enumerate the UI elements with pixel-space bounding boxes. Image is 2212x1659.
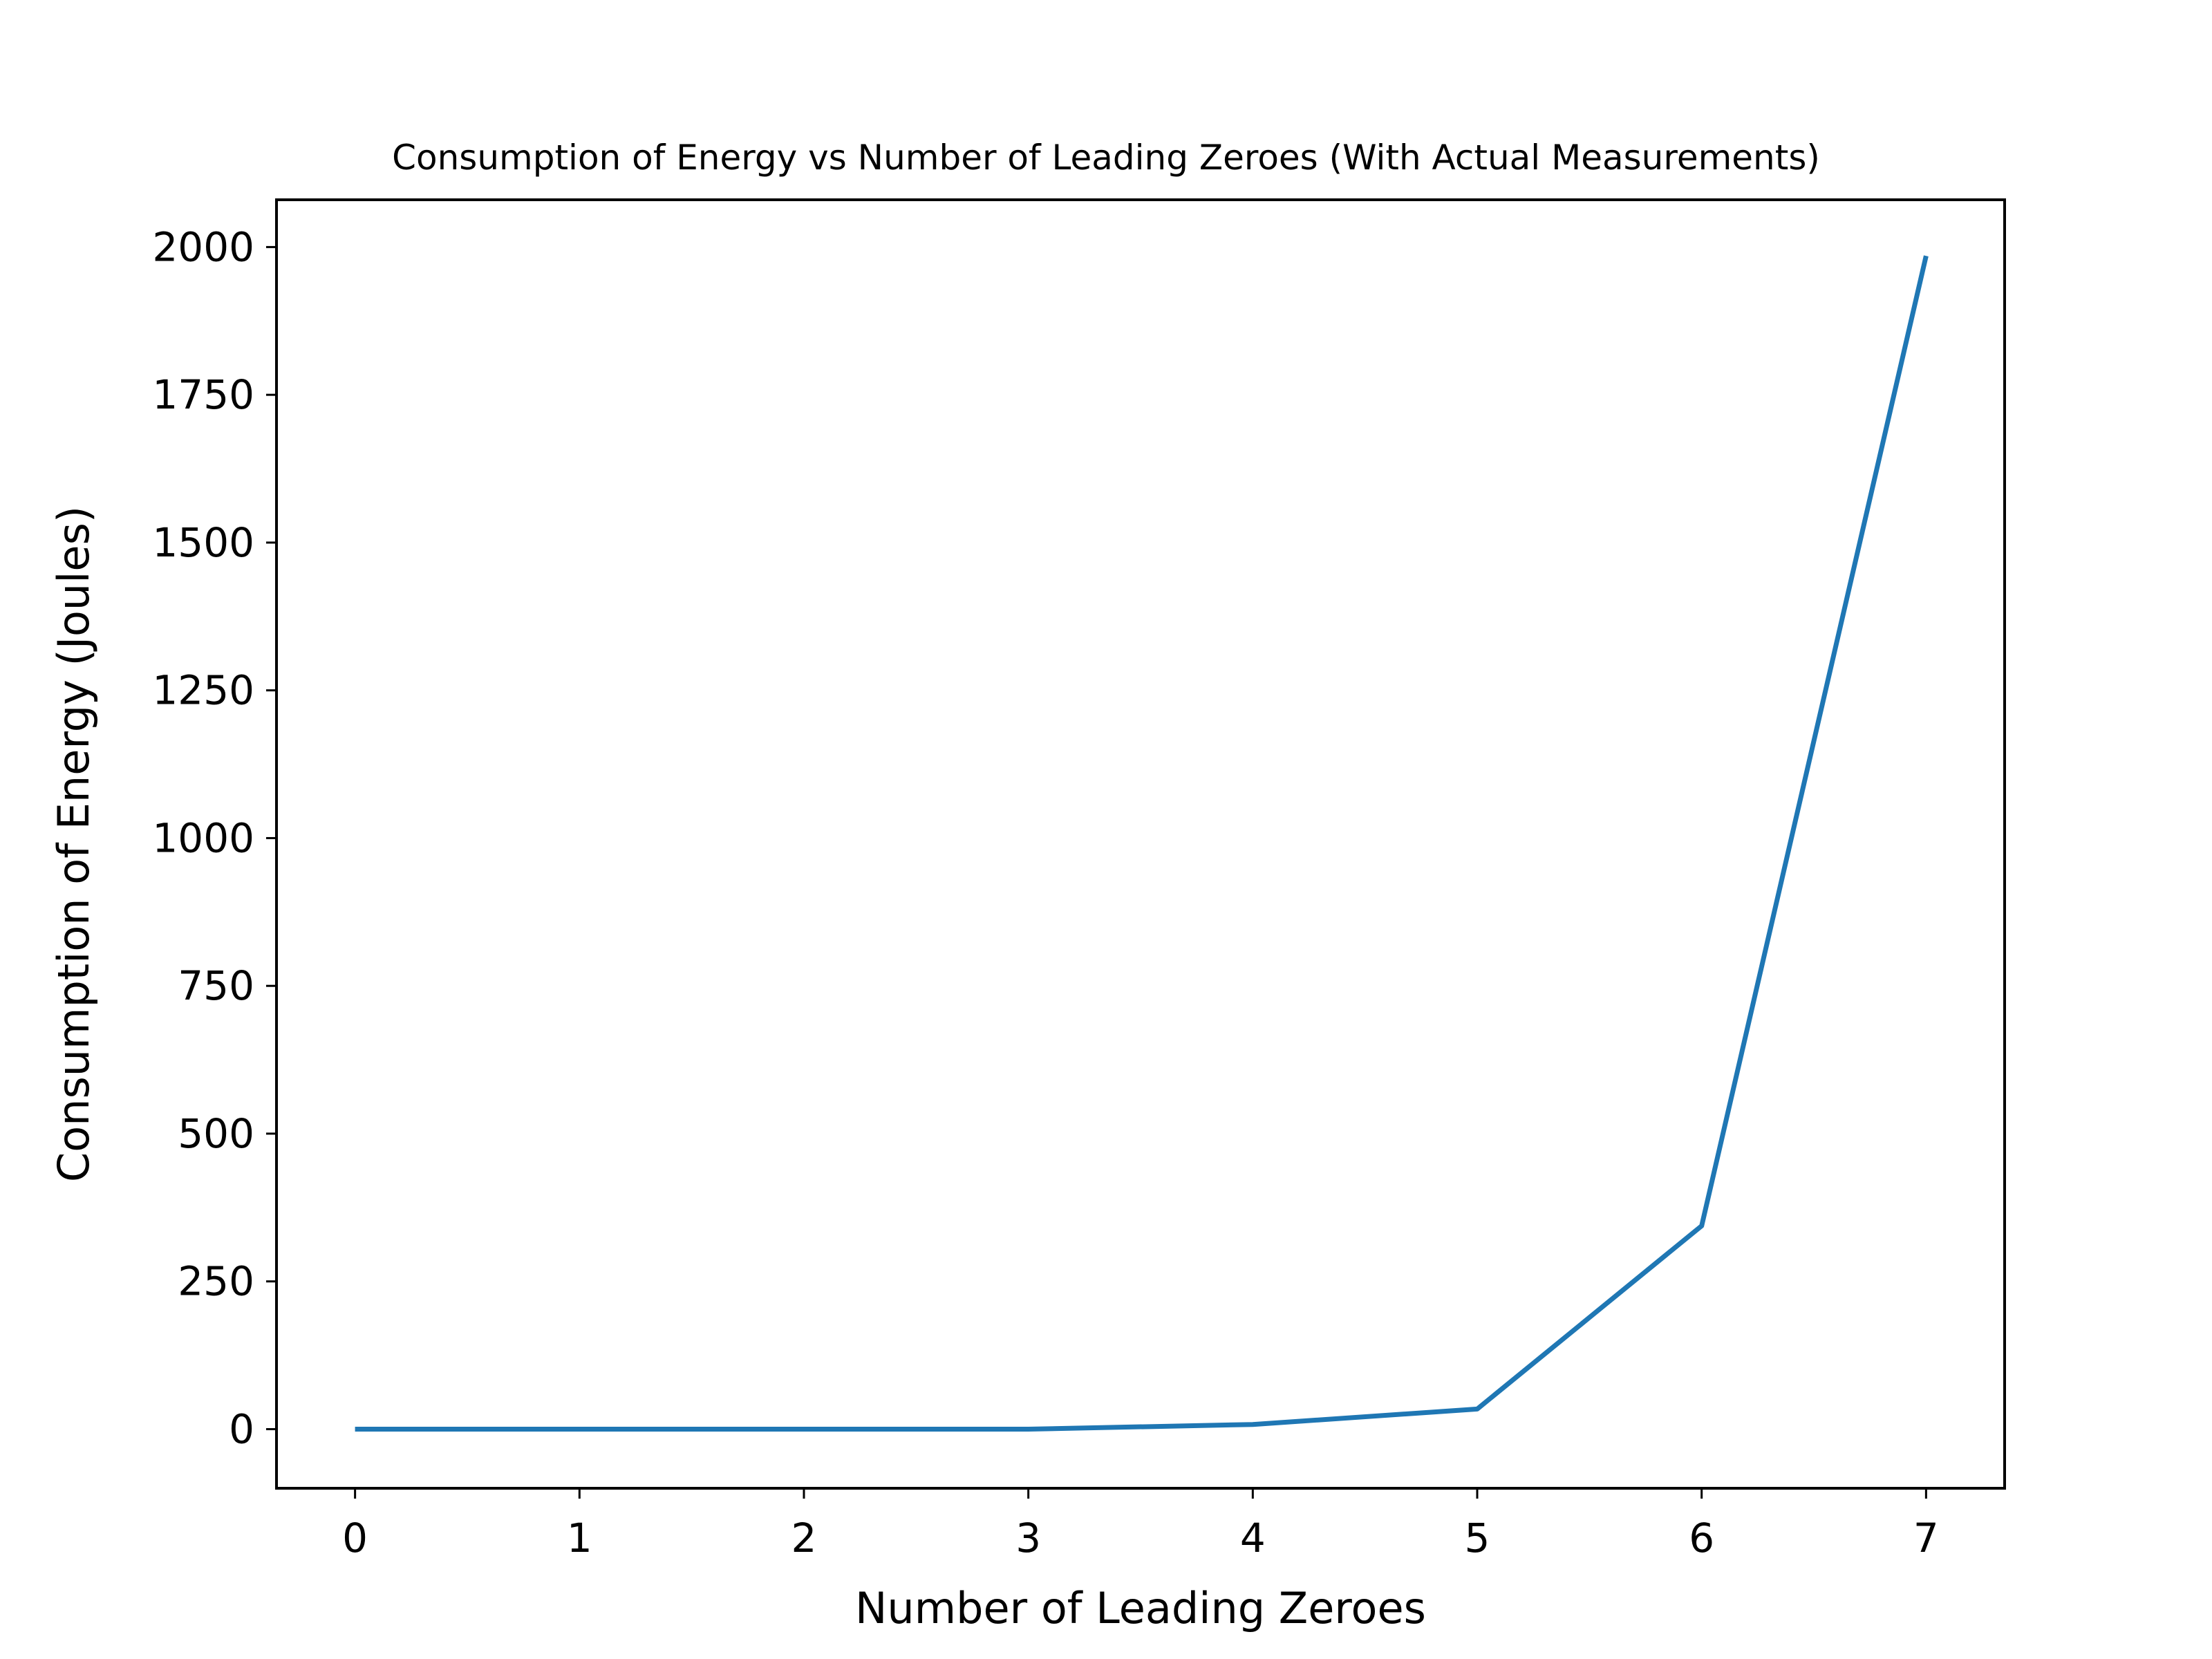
- y-tick-label: 0: [229, 1405, 254, 1452]
- x-axis-ticks: 0 1 2 3 4 5 6 7: [342, 1488, 1939, 1562]
- chart-title: Consumption of Energy vs Number of Leadi…: [392, 138, 1820, 178]
- y-tick-label: 500: [178, 1110, 254, 1157]
- x-tick-label: 3: [1015, 1515, 1041, 1562]
- y-axis-label: Consumption of Energy (Joules): [48, 506, 99, 1182]
- x-tick-label: 7: [1913, 1515, 1939, 1562]
- y-tick-label: 1250: [152, 667, 254, 714]
- y-tick-label: 250: [178, 1258, 254, 1305]
- plot-area-frame: [275, 198, 2006, 1490]
- y-tick-label: 1750: [152, 371, 254, 418]
- x-tick-label: 4: [1240, 1515, 1266, 1562]
- x-tick-label: 1: [567, 1515, 592, 1562]
- y-tick-label: 1000: [152, 814, 254, 861]
- series-line: [355, 255, 1929, 1432]
- x-tick-label: 0: [342, 1515, 368, 1562]
- x-axis-label: Number of Leading Zeroes: [855, 1583, 1426, 1633]
- x-tick-label: 2: [791, 1515, 817, 1562]
- x-tick-label: 6: [1689, 1515, 1714, 1562]
- y-axis-ticks: 0 250 500 750 1000 1250 1500 1750 2000: [152, 223, 276, 1452]
- y-tick-label: 750: [178, 962, 254, 1009]
- y-tick-label: 2000: [152, 223, 254, 270]
- x-tick-label: 5: [1465, 1515, 1490, 1562]
- series-layer: [355, 255, 1929, 1432]
- y-tick-label: 1500: [152, 519, 254, 566]
